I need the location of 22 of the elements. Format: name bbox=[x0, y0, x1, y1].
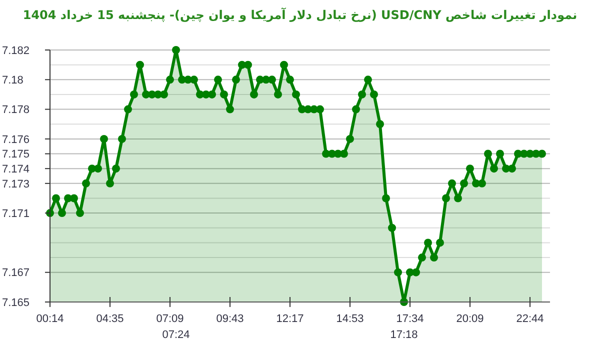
x-tick-label: 09:43 bbox=[216, 313, 244, 325]
y-tick-label: 7.178 bbox=[2, 104, 30, 116]
y-tick-label: 7.182 bbox=[2, 44, 30, 57]
x-tick-label: 07:24 bbox=[162, 329, 190, 341]
x-tick-label: 07:09 bbox=[156, 313, 184, 325]
y-tick-label: 7.167 bbox=[2, 267, 30, 280]
y-tick-label: 7.18 bbox=[2, 74, 24, 86]
y-tick-label: 7.176 bbox=[2, 134, 30, 146]
chart-title: نمودار تغییرات شاخص USD/CNY (نرخ تبادل دلار آمریکا و یوان چین)- پنجشنبه 15 خرداد 1404 bbox=[22, 7, 578, 22]
y-tick-label: 7.174 bbox=[2, 163, 30, 176]
x-tick-label: 04:35 bbox=[96, 313, 124, 325]
x-tick-label: 12:17 bbox=[276, 313, 304, 325]
x-tick-label: 22:44 bbox=[516, 313, 544, 325]
y-tick-label: 7.173 bbox=[2, 178, 30, 190]
x-tick-label: 00:14 bbox=[36, 313, 64, 325]
y-tick-label: 7.175 bbox=[2, 148, 30, 161]
y-tick-label: 7.171 bbox=[2, 208, 30, 220]
x-tick-label: 20:09 bbox=[456, 313, 484, 325]
x-tick-label: 14:53 bbox=[336, 313, 364, 325]
y-tick-label: 7.165 bbox=[2, 296, 30, 309]
x-tick-label: 17:34 bbox=[396, 313, 424, 325]
x-tick-label: 17:18 bbox=[390, 329, 418, 341]
